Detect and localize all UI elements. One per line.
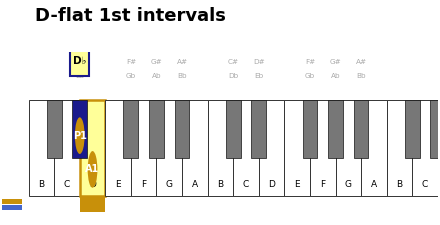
Text: basicmusictheory.com: basicmusictheory.com [10, 77, 15, 148]
Text: P1: P1 [73, 131, 87, 141]
Text: B: B [217, 180, 224, 189]
Text: D: D [89, 180, 96, 189]
Bar [259, 100, 284, 196]
Bar [354, 100, 368, 158]
Text: D♭: D♭ [73, 55, 87, 65]
Bar [175, 100, 190, 158]
Text: Gb: Gb [305, 73, 315, 79]
Bar [284, 100, 310, 196]
Text: F: F [141, 180, 146, 189]
Text: C#: C# [227, 59, 239, 65]
Text: Db: Db [228, 73, 238, 79]
Bar [336, 100, 361, 196]
Circle shape [88, 151, 97, 188]
Text: G#: G# [150, 59, 162, 65]
Text: G: G [166, 180, 173, 189]
Bar [124, 100, 138, 158]
Bar [226, 100, 241, 158]
Text: D: D [268, 180, 275, 189]
Text: Gb: Gb [126, 73, 136, 79]
Text: Eb: Eb [254, 73, 264, 79]
Bar [412, 100, 438, 196]
Bar [387, 100, 412, 196]
Text: C: C [243, 180, 249, 189]
Bar [310, 100, 336, 196]
Text: A1: A1 [85, 164, 100, 174]
Bar [182, 100, 208, 196]
Bar [47, 100, 62, 158]
Bar [328, 100, 343, 158]
Bar [131, 100, 157, 196]
Bar [157, 100, 182, 196]
Text: D#: D# [253, 59, 264, 65]
Bar [251, 100, 266, 158]
Text: G: G [345, 180, 352, 189]
Text: D-flat 1st intervals: D-flat 1st intervals [35, 7, 226, 25]
Text: Bb: Bb [356, 73, 366, 79]
Text: F#: F# [126, 59, 136, 65]
Text: Ab: Ab [331, 73, 340, 79]
Text: G#: G# [330, 59, 341, 65]
Bar [54, 100, 80, 196]
Bar [149, 100, 164, 158]
Bar [3, 205, 22, 210]
Text: A: A [371, 180, 377, 189]
Text: A#: A# [356, 59, 367, 65]
Bar [105, 100, 131, 196]
Bar [405, 100, 420, 158]
Bar [303, 100, 317, 158]
Bar [208, 100, 233, 196]
Text: Bb: Bb [177, 73, 187, 79]
Text: D#: D# [74, 59, 86, 65]
Text: A: A [192, 180, 198, 189]
Bar [233, 100, 259, 196]
Text: C: C [422, 180, 428, 189]
Text: F: F [320, 180, 325, 189]
Bar [361, 100, 387, 196]
Circle shape [75, 117, 84, 154]
Bar [80, 100, 105, 196]
Bar [80, 196, 105, 212]
Text: E: E [115, 180, 121, 189]
Bar [29, 100, 54, 196]
Text: B: B [38, 180, 44, 189]
Text: Ab: Ab [152, 73, 161, 79]
Text: Eb: Eb [75, 73, 84, 79]
Bar [3, 199, 22, 204]
Text: C: C [64, 180, 70, 189]
Bar [430, 100, 440, 158]
Text: A#: A# [176, 59, 187, 65]
Text: E: E [294, 180, 300, 189]
Text: F#: F# [305, 59, 315, 65]
FancyBboxPatch shape [70, 45, 89, 76]
Bar [72, 100, 87, 158]
Text: B: B [396, 180, 403, 189]
